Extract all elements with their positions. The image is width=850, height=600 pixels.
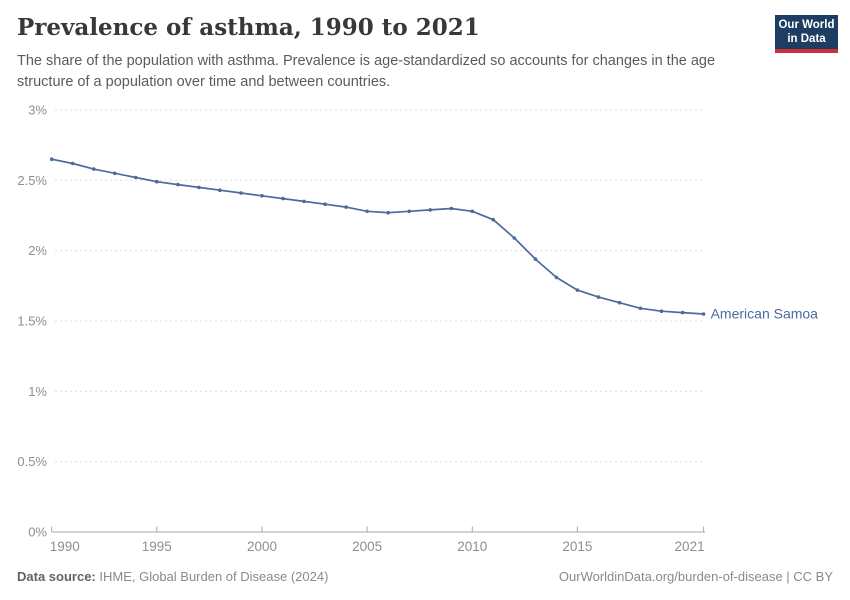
series-label[interactable]: American Samoa: [711, 306, 819, 322]
owid-logo-line1: Our World: [778, 18, 835, 31]
x-tick-label: 2000: [247, 539, 277, 554]
data-point: [407, 209, 412, 214]
x-tick-label: 2015: [562, 539, 592, 554]
data-point: [512, 236, 517, 240]
data-point: [281, 196, 285, 201]
y-tick-label: 1.5%: [17, 314, 47, 329]
data-point: [49, 157, 54, 161]
data-point: [470, 209, 475, 214]
data-point: [386, 210, 391, 215]
data-point: [533, 257, 538, 261]
owid-logo[interactable]: Our World in Data: [775, 15, 838, 53]
data-point: [113, 171, 117, 176]
y-tick-label: 3%: [28, 103, 47, 118]
data-source: Data source: IHME, Global Burden of Dise…: [17, 569, 328, 584]
data-point: [155, 179, 159, 184]
data-point: [176, 182, 180, 187]
data-source-value: IHME, Global Burden of Disease (2024): [95, 569, 329, 584]
x-tick-label: 2021: [675, 539, 705, 554]
x-tick-label: 2010: [457, 539, 487, 554]
data-point: [218, 188, 222, 192]
chart-subtitle: The share of the population with asthma.…: [17, 53, 716, 91]
data-point: [575, 288, 580, 292]
chart-footer: Data source: IHME, Global Burden of Dise…: [17, 569, 833, 584]
trend-line[interactable]: [50, 158, 705, 315]
data-point: [92, 167, 96, 171]
y-tick-label: 2%: [28, 243, 47, 258]
data-point: [134, 175, 138, 180]
data-point: [596, 295, 601, 299]
data-point: [197, 185, 201, 190]
data-point: [449, 206, 454, 211]
data-point: [365, 209, 369, 214]
data-point: [260, 194, 264, 198]
data-point: [554, 275, 559, 280]
data-point: [680, 310, 685, 315]
data-point: [70, 161, 75, 166]
y-tick-label: 1%: [28, 384, 47, 399]
x-tick-label: 1990: [50, 539, 80, 554]
data-point: [491, 217, 496, 222]
data-point: [239, 191, 243, 195]
page-title: Prevalence of asthma, 1990 to 2021: [17, 14, 480, 41]
y-tick-label: 0.5%: [17, 454, 47, 469]
data-point: [638, 306, 643, 311]
data-point: [428, 208, 433, 212]
x-tick-label: 2005: [352, 539, 382, 554]
data-point: [344, 205, 348, 209]
footer-url-license[interactable]: OurWorldinData.org/burden-of-disease | C…: [558, 569, 833, 584]
data-point: [323, 202, 327, 206]
y-tick-label: 2.5%: [17, 173, 47, 188]
data-point: [617, 300, 622, 305]
data-point: [659, 309, 664, 314]
data-source-label: Data source:: [17, 569, 96, 584]
y-tick-label: 0%: [28, 525, 47, 540]
x-tick-label: 1995: [142, 539, 172, 554]
data-point: [302, 199, 306, 204]
data-point: [701, 312, 706, 316]
owid-logo-line2: in Data: [787, 33, 826, 45]
